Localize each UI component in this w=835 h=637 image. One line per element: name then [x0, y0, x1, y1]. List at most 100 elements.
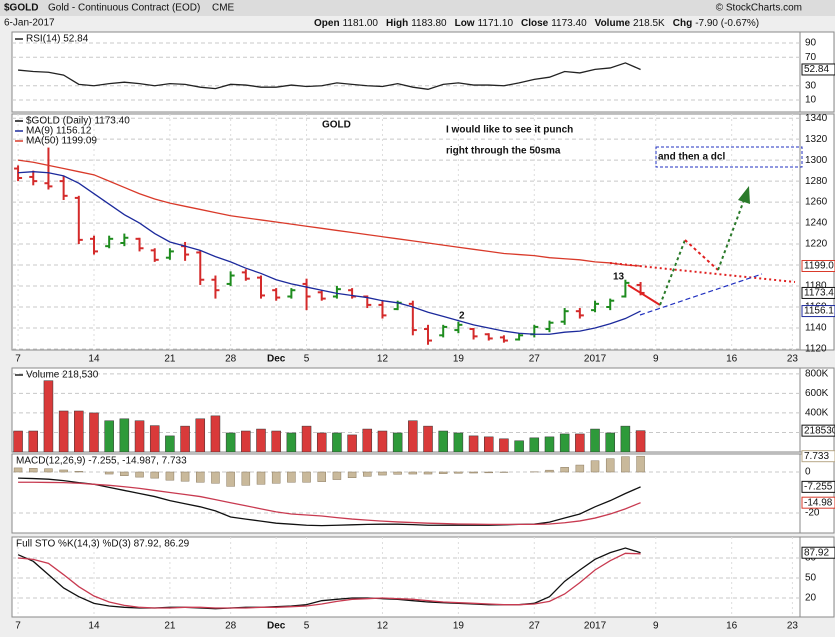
x-tick-label: 12 [377, 354, 389, 365]
plot [12, 114, 800, 350]
value-tag-label: 87.92 [804, 547, 829, 558]
value-tag [801, 496, 835, 509]
y-tick-label: 20 [805, 593, 817, 604]
y-tick-label: 1240 [805, 218, 828, 229]
volume-bar [468, 435, 479, 452]
value-tag [801, 305, 835, 318]
quote-value: 1171.10 [478, 18, 514, 29]
series-line [18, 481, 641, 526]
arrow-head [738, 186, 750, 204]
quote-value: -7.90 (-0.67%) [695, 18, 759, 29]
histogram-bar [29, 468, 38, 473]
y-tick-label: 1140 [805, 323, 827, 334]
x-tick-label: 19 [453, 354, 465, 365]
histogram-bar [150, 471, 159, 479]
volume-bar [423, 425, 433, 452]
histogram-bar [256, 471, 266, 485]
y-tick-label: -20 [805, 508, 820, 519]
credit: © StockCharts.com [716, 3, 802, 14]
histogram-bar [180, 471, 190, 482]
volume-bar [286, 432, 297, 452]
volume-bar [590, 428, 600, 452]
histogram-bar [302, 471, 311, 483]
histogram-bar [120, 471, 129, 476]
plot [12, 373, 800, 452]
volume-bar [377, 430, 388, 452]
y-tick-label: 1120 [805, 344, 827, 355]
quote-value: 218.5K [633, 18, 665, 29]
panel [11, 453, 801, 534]
volume-bar [453, 432, 464, 452]
histogram-bar [347, 471, 357, 478]
support-line [639, 273, 763, 316]
volume-bar [544, 436, 555, 452]
value-tag [801, 63, 835, 76]
volume-bar [195, 418, 206, 452]
y-tick-label: 50 [805, 573, 817, 584]
volume-bar [180, 425, 190, 452]
series-line [17, 547, 641, 610]
histogram-bar [605, 458, 615, 473]
value-tag-label: 1199.0 [804, 261, 834, 272]
y-tick-label: 800K [805, 369, 829, 380]
histogram-bar [636, 455, 645, 473]
histogram-bar [196, 471, 205, 483]
volume-bar [347, 434, 357, 452]
annotation: I would like to see it punch [446, 125, 573, 136]
x-tick-label: 5 [304, 354, 310, 365]
quote-label: High [386, 18, 408, 29]
y-tick-label: 1280 [805, 176, 828, 187]
volume-bar [89, 412, 99, 452]
histogram-bar [363, 471, 372, 477]
value-tag-label: 1156.1 [804, 306, 834, 317]
histogram-bar [545, 469, 554, 473]
x-tick-label: 14 [88, 621, 100, 632]
x-tick-label: 21 [164, 621, 176, 632]
histogram-bar [408, 471, 418, 475]
volume-bar [241, 430, 251, 452]
value-tag [801, 546, 835, 559]
volume-bar [104, 420, 114, 452]
value-tag [801, 450, 835, 463]
volume-bar [301, 425, 312, 452]
volume-bar [438, 430, 448, 452]
quote-label: Close [521, 18, 549, 29]
volume-bar [559, 433, 570, 452]
histogram-bar [211, 471, 220, 484]
legend: MACD(12,26,9) -7.255, -14.987, 7.733 [16, 456, 187, 467]
annotation: 13 [613, 272, 625, 283]
symbol: $GOLD [4, 3, 38, 14]
histogram-bar [165, 471, 175, 481]
x-tick-label: 9 [653, 621, 659, 632]
histogram-bar [454, 471, 463, 474]
histogram-bar [621, 456, 630, 473]
volume-bar [13, 430, 23, 452]
volume-bar [119, 418, 130, 452]
volume-bar [134, 420, 145, 452]
volume-bar [575, 433, 585, 452]
pullback-line [627, 284, 661, 306]
histogram-bar [560, 467, 569, 473]
histogram-bar [469, 471, 478, 474]
volume-bar [635, 430, 646, 452]
volume-bar [392, 432, 403, 452]
legend-entry: $GOLD (Daily) 1173.40 [26, 116, 130, 127]
histogram-bar [135, 471, 144, 478]
histogram-bar [590, 460, 600, 473]
x-tick-label: 7 [15, 621, 21, 632]
x-tick-label: 7 [15, 354, 21, 365]
y-tick-label: 90 [805, 38, 817, 49]
histogram-bar [484, 471, 493, 474]
volume-bar [210, 415, 221, 452]
volume-bar [43, 380, 54, 452]
volume-bar [316, 432, 327, 452]
x-tick-label: 9 [653, 354, 659, 365]
y-tick-label: 1300 [805, 155, 828, 166]
series-line [17, 159, 641, 267]
legend-entry: Volume 218,530 [26, 370, 99, 381]
x-tick-label: 14 [88, 354, 100, 365]
y-tick-label: 10 [805, 95, 817, 106]
title-bar [0, 0, 835, 16]
x-tick-label: Dec [267, 621, 286, 632]
